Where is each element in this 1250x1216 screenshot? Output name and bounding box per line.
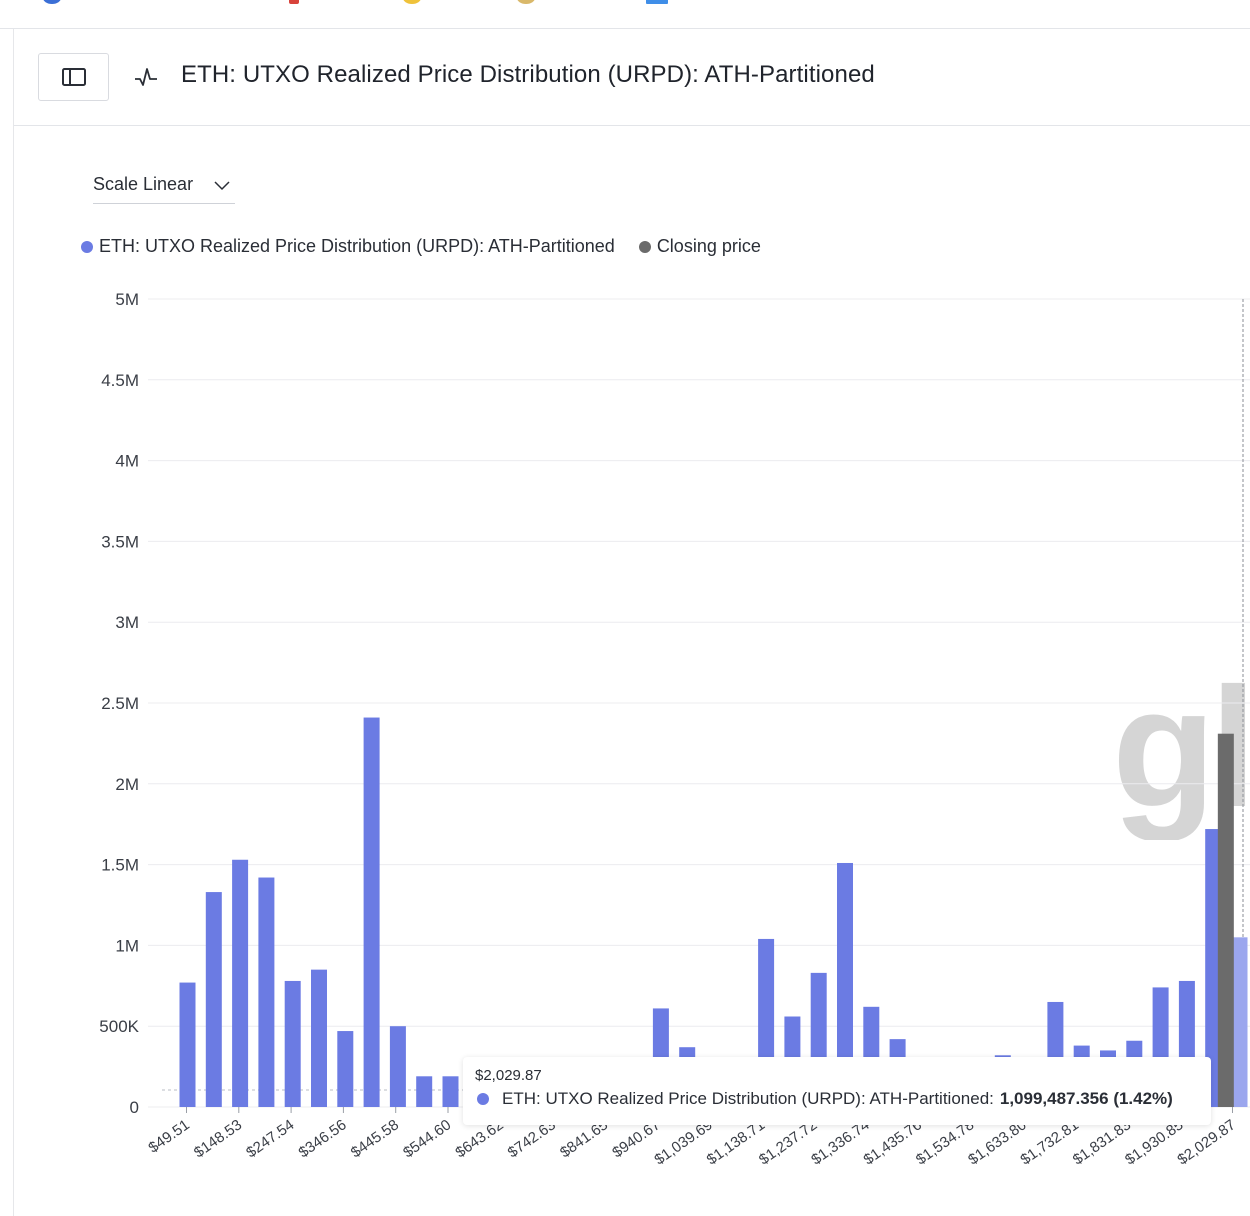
urpd-bar[interactable] [258, 877, 275, 1107]
tooltip-series-dot [477, 1093, 489, 1105]
legend-dot-closing-price [638, 240, 651, 253]
y-tick-label: 0 [130, 1098, 139, 1117]
toolbar-icon-blue-square[interactable] [646, 0, 668, 4]
scale-dropdown[interactable]: Scale Linear [93, 174, 235, 204]
x-tick-label: $346.56 [296, 1116, 350, 1161]
chart-tooltip: $2,029.87 ETH: UTXO Realized Price Distr… [463, 1057, 1211, 1125]
y-tick-label: 1M [115, 936, 139, 955]
chart-legend: ETH: UTXO Realized Price Distribution (U… [81, 236, 785, 257]
urpd-bar[interactable] [442, 1076, 459, 1107]
x-tick-label: $544.60 [400, 1116, 454, 1161]
urpd-bar[interactable] [1231, 937, 1248, 1107]
toolbar-icon-gold[interactable] [517, 0, 535, 4]
y-tick-label: 3M [115, 613, 139, 632]
urpd-bar[interactable] [311, 969, 327, 1107]
urpd-bar[interactable] [284, 980, 301, 1107]
toolbar-icon-blue[interactable] [43, 0, 61, 4]
y-tick-label: 4M [115, 452, 139, 471]
y-tick-label: 500K [99, 1017, 139, 1036]
bars [179, 717, 1248, 1107]
y-tick-label: 2.5M [101, 694, 139, 713]
tooltip-price: $2,029.87 [475, 1067, 542, 1084]
legend-dot-urpd [81, 240, 93, 253]
chevron-down-icon [214, 181, 230, 191]
chart-header: ETH: UTXO Realized Price Distribution (U… [14, 29, 1250, 126]
pulse-line-icon [135, 68, 157, 86]
closing-price-bar[interactable] [1217, 733, 1234, 1107]
y-tick-label: 1.5M [101, 856, 139, 875]
urpd-bar[interactable] [363, 717, 380, 1107]
x-tick-label: $445.58 [348, 1116, 402, 1161]
urpd-bar[interactable] [389, 1026, 406, 1107]
legend-label-closing-price: Closing price [656, 236, 761, 256]
y-tick-label: 4.5M [101, 371, 139, 390]
toolbar-icon-yellow[interactable] [403, 0, 421, 4]
top-toolbar-strip [0, 0, 1250, 29]
urpd-bar[interactable] [837, 862, 853, 1107]
toolbar-icon-red[interactable] [289, 0, 299, 4]
sidebar-toggle-button[interactable] [38, 53, 109, 101]
tooltip-series-name: ETH: UTXO Realized Price Distribution (U… [502, 1089, 994, 1108]
sidebar-toggle-icon [61, 68, 86, 86]
y-tick-label: 5M [115, 290, 139, 309]
page-title: ETH: UTXO Realized Price Distribution (U… [181, 61, 875, 88]
legend-item-closing-price[interactable]: Closing price [638, 236, 761, 257]
legend-item-urpd[interactable]: ETH: UTXO Realized Price Distribution (U… [81, 236, 615, 257]
x-tick-label: $49.51 [145, 1116, 192, 1156]
tooltip-row: ETH: UTXO Realized Price Distribution (U… [475, 1089, 1199, 1109]
y-axis: 0 500K 1M 1.5M 2M 2.5M 3M 3.5M 4M 4.5M 5M [99, 290, 139, 1117]
scale-dropdown-label: Scale Linear [93, 174, 194, 194]
urpd-bar[interactable] [205, 892, 222, 1107]
urpd-bar[interactable] [337, 1031, 354, 1107]
urpd-bar[interactable] [1205, 829, 1222, 1107]
tooltip-value: 1,099,487.356 (1.42%) [999, 1089, 1173, 1108]
legend-label-urpd: ETH: UTXO Realized Price Distribution (U… [99, 236, 615, 256]
urpd-bar[interactable] [416, 1076, 433, 1107]
urpd-bar[interactable] [179, 982, 196, 1107]
left-panel-border [13, 29, 14, 1216]
y-tick-label: 3.5M [101, 532, 139, 551]
x-tick-label: $247.54 [243, 1116, 297, 1161]
y-tick-label: 2M [115, 775, 139, 794]
x-tick-label: $148.53 [191, 1116, 245, 1161]
urpd-bar[interactable] [232, 859, 249, 1107]
